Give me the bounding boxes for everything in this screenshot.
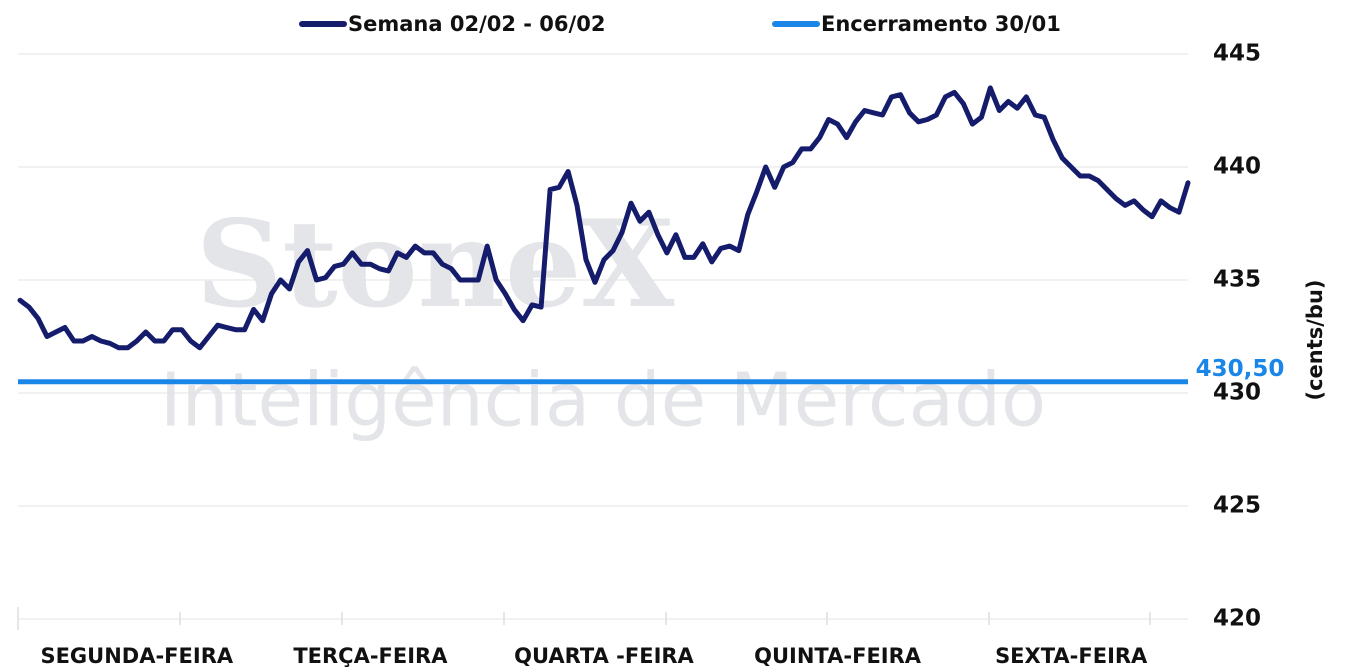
x-tick-label: QUARTA -FEIRA — [514, 644, 694, 668]
watermark-brand: StoneX — [196, 194, 675, 335]
y-tick-label: 430 — [1213, 380, 1261, 406]
watermark: StoneX Inteligência de Mercado — [160, 194, 1046, 443]
y-tick-label: 425 — [1213, 493, 1261, 519]
y-tick-label: 445 — [1213, 41, 1261, 67]
x-tick-label: QUINTA-FEIRA — [754, 644, 922, 668]
x-tick-label: SEXTA-FEIRA — [995, 644, 1148, 668]
y-tick-label: 435 — [1213, 267, 1261, 293]
y-tick-label: 440 — [1213, 154, 1261, 180]
reference-label: 430,50 — [1196, 356, 1285, 382]
watermark-sub: Inteligência de Mercado — [160, 358, 1046, 444]
x-tick-label: SEGUNDA-FEIRA — [40, 644, 233, 668]
series-line — [17, 85, 1191, 351]
x-tick-label: TERÇA-FEIRA — [293, 644, 448, 668]
y-axis-label: (cents/bu) — [1303, 279, 1327, 400]
legend-label: Encerramento 30/01 — [821, 12, 1061, 36]
legend-label: Semana 02/02 - 06/02 — [348, 12, 605, 36]
y-tick-label: 420 — [1213, 606, 1261, 632]
